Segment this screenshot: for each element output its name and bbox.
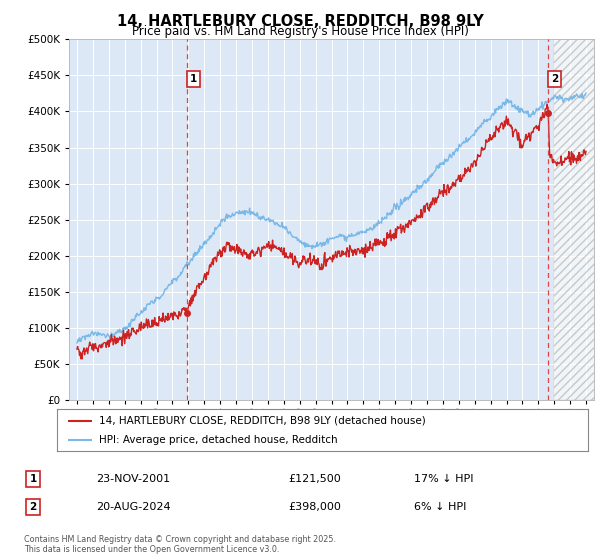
Text: 20-AUG-2024: 20-AUG-2024	[96, 502, 170, 512]
Text: Price paid vs. HM Land Registry's House Price Index (HPI): Price paid vs. HM Land Registry's House …	[131, 25, 469, 38]
Text: 2: 2	[29, 502, 37, 512]
Text: 17% ↓ HPI: 17% ↓ HPI	[414, 474, 473, 484]
Text: 1: 1	[190, 74, 197, 84]
Text: 23-NOV-2001: 23-NOV-2001	[96, 474, 170, 484]
Bar	[554, 39, 600, 400]
Text: £121,500: £121,500	[288, 474, 341, 484]
Text: 14, HARTLEBURY CLOSE, REDDITCH, B98 9LY (detached house): 14, HARTLEBURY CLOSE, REDDITCH, B98 9LY …	[100, 416, 426, 426]
Text: 6% ↓ HPI: 6% ↓ HPI	[414, 502, 466, 512]
Text: 14, HARTLEBURY CLOSE, REDDITCH, B98 9LY: 14, HARTLEBURY CLOSE, REDDITCH, B98 9LY	[116, 14, 484, 29]
Bar	[554, 39, 600, 400]
Text: 1: 1	[29, 474, 37, 484]
Text: Contains HM Land Registry data © Crown copyright and database right 2025.
This d: Contains HM Land Registry data © Crown c…	[24, 535, 336, 554]
Text: 2: 2	[551, 74, 558, 84]
Text: HPI: Average price, detached house, Redditch: HPI: Average price, detached house, Redd…	[100, 435, 338, 445]
Text: £398,000: £398,000	[288, 502, 341, 512]
